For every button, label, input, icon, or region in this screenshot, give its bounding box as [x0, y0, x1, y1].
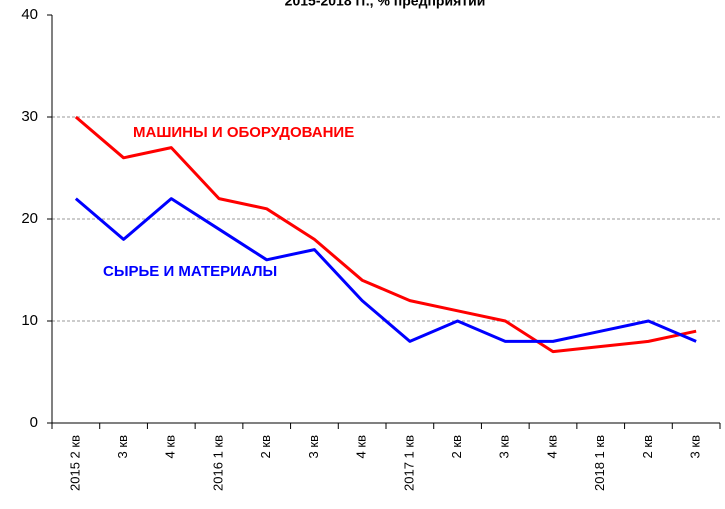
x-tick-label: 4 кв	[354, 435, 369, 459]
x-tick-label: 4 кв	[163, 435, 178, 459]
series-line	[74, 115, 697, 354]
x-tick-label: 3 кв	[115, 435, 130, 459]
x-tick-label: 3 кв	[306, 435, 321, 459]
x-tick-label: 2016 1 кв	[210, 435, 225, 491]
x-tick-label: 2 кв	[640, 435, 655, 459]
x-tick-label: 2 кв	[258, 435, 273, 459]
series-label: МАШИНЫ И ОБОРУДОВАНИЕ	[133, 124, 354, 141]
x-tick-label: 2 кв	[449, 435, 464, 459]
x-tick-label: 3 кв	[497, 435, 512, 459]
chart-title: 2015-2018 гг., % предприятий	[285, 0, 486, 9]
y-tick-label: 30	[21, 108, 38, 125]
y-tick-label: 0	[30, 414, 38, 431]
x-tick-label: 2018 1 кв	[592, 435, 607, 491]
y-tick-label: 10	[21, 312, 38, 329]
y-tick-label: 40	[21, 6, 38, 23]
x-tick-label: 4 кв	[544, 435, 559, 459]
series-label: СЫРЬЕ И МАТЕРИАЛЫ	[103, 263, 277, 280]
x-tick-label: 2017 1 кв	[401, 435, 416, 491]
series-line	[74, 197, 697, 343]
x-tick-label: 2015 2 кв	[67, 435, 82, 491]
y-tick-label: 20	[21, 210, 38, 227]
x-tick-label: 3 кв	[688, 435, 703, 459]
